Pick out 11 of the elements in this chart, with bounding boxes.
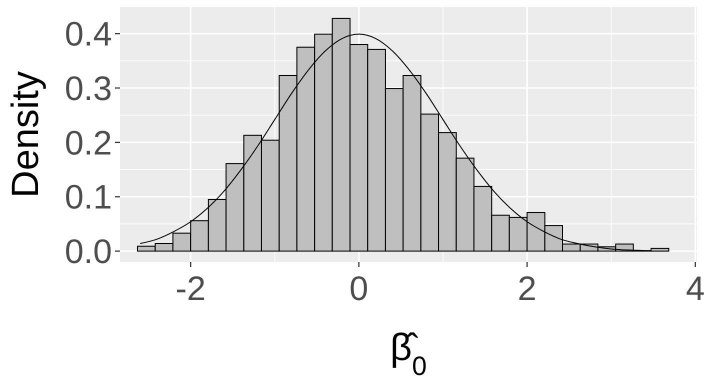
y-axis-title: Density	[5, 71, 47, 198]
x-tick-label: 4	[686, 270, 705, 308]
y-tick-label: 0.1	[64, 178, 112, 217]
x-tick-label: 2	[518, 270, 537, 308]
y-tick-label: 0.0	[64, 233, 112, 272]
x-tick-label: -2	[176, 270, 206, 308]
y-tick-label: 0.2	[64, 124, 112, 162]
x-axis-title: β̂$_{0}$	[390, 327, 427, 381]
x-tick-label: 0	[349, 270, 368, 308]
y-tick-label: 0.3	[64, 70, 112, 108]
y-tick-label: 0.4	[64, 16, 112, 54]
